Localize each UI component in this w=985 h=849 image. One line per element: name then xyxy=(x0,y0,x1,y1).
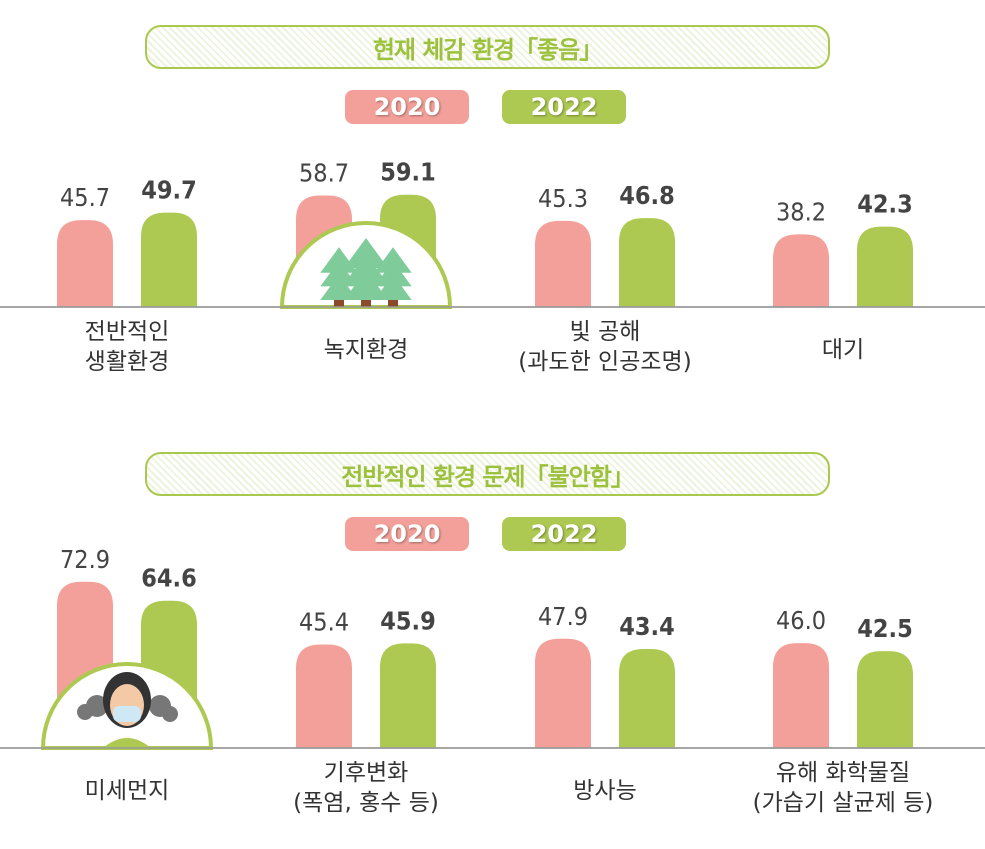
data-label: 43.4 xyxy=(619,612,675,641)
data-label: 72.9 xyxy=(60,545,110,574)
bar-2022-2 xyxy=(619,649,675,748)
chart2-legend-2020: 2020 xyxy=(345,517,469,551)
bar-2020-1 xyxy=(296,644,352,748)
category-label: 빛 공해 (과도한 인공조명) xyxy=(495,317,715,377)
data-label: 45.3 xyxy=(538,184,588,213)
chart1-legend-2020: 2020 xyxy=(345,90,469,124)
category-label: 미세먼지 xyxy=(17,776,237,806)
bar-2020-3 xyxy=(773,643,829,748)
category-label-line: 전반적인 xyxy=(84,319,170,345)
bar-2020-0 xyxy=(57,220,113,307)
category-label-line: 생활환경 xyxy=(84,349,170,375)
category-label-line: (과도한 인공조명) xyxy=(518,349,692,375)
category-label-line: (폭염, 홍수 등) xyxy=(293,790,439,816)
category-label-line: 대기 xyxy=(821,337,865,363)
person-mask-dust-icon xyxy=(0,662,985,750)
bar-2022-2 xyxy=(619,218,675,307)
category-label: 녹지환경 xyxy=(256,335,476,365)
category-label-line: 녹지환경 xyxy=(323,337,409,363)
bar-2022-0 xyxy=(141,212,197,307)
data-label: 47.9 xyxy=(538,602,588,631)
data-label: 45.9 xyxy=(380,606,436,635)
bar-2020-2 xyxy=(535,220,591,307)
chart1-legend-2022: 2022 xyxy=(502,90,626,124)
category-label-line: 방사능 xyxy=(573,778,637,804)
data-label: 46.8 xyxy=(619,181,675,210)
data-label: 42.3 xyxy=(857,190,913,219)
data-label: 58.7 xyxy=(299,158,349,187)
bar-2022-3 xyxy=(857,651,913,748)
data-label: 49.7 xyxy=(141,176,197,205)
category-label-line: 기후변화 xyxy=(323,760,409,786)
bar-2022-1 xyxy=(380,643,436,748)
forest-trees-icon xyxy=(0,221,985,309)
category-label: 기후변화 (폭염, 홍수 등) xyxy=(256,758,476,818)
data-label: 46.0 xyxy=(776,606,826,635)
data-label: 64.6 xyxy=(141,564,197,593)
category-label: 유해 화학물질 (가습기 살균제 등) xyxy=(733,758,953,818)
category-label: 대기 xyxy=(733,335,953,365)
chart2-legend-2022: 2022 xyxy=(502,517,626,551)
category-label-line: (가습기 살균제 등) xyxy=(752,790,934,816)
category-label-line: 유해 화학물질 xyxy=(775,760,911,786)
data-label: 45.4 xyxy=(299,607,349,636)
data-label: 59.1 xyxy=(380,158,436,187)
data-label: 42.5 xyxy=(857,614,913,643)
category-label: 방사능 xyxy=(495,776,715,806)
bar-2022-3 xyxy=(857,226,913,307)
data-label: 38.2 xyxy=(776,197,826,226)
chart2-title: 전반적인 환경 문제「불안함」 xyxy=(145,452,830,496)
category-label-line: 빛 공해 xyxy=(569,319,641,345)
bar-2020-3 xyxy=(773,234,829,307)
data-label: 45.7 xyxy=(60,183,110,212)
chart1-title: 현재 체감 환경「좋음」 xyxy=(145,25,830,69)
bar-2020-2 xyxy=(535,638,591,748)
category-label-line: 미세먼지 xyxy=(84,778,170,804)
